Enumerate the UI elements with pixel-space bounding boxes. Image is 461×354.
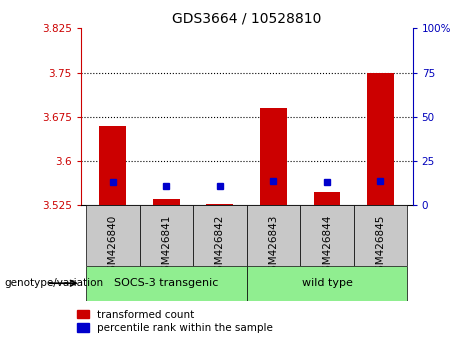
- Bar: [153, 199, 180, 205]
- Bar: [260, 108, 287, 205]
- Text: GSM426840: GSM426840: [108, 214, 118, 278]
- Bar: [86, 205, 140, 266]
- Text: GSM426844: GSM426844: [322, 214, 332, 278]
- Text: SOCS-3 transgenic: SOCS-3 transgenic: [114, 278, 219, 288]
- Bar: [86, 266, 247, 301]
- Title: GDS3664 / 10528810: GDS3664 / 10528810: [172, 12, 321, 26]
- Bar: [247, 205, 300, 266]
- Text: GSM426845: GSM426845: [375, 214, 385, 278]
- Bar: [367, 73, 394, 205]
- Bar: [140, 205, 193, 266]
- Text: genotype/variation: genotype/variation: [5, 278, 104, 288]
- Bar: [247, 266, 407, 301]
- Bar: [100, 126, 126, 205]
- Text: wild type: wild type: [301, 278, 352, 288]
- Text: GSM426843: GSM426843: [268, 214, 278, 278]
- Bar: [354, 205, 407, 266]
- Text: GSM426841: GSM426841: [161, 214, 171, 278]
- Text: GSM426842: GSM426842: [215, 214, 225, 278]
- Bar: [300, 205, 354, 266]
- Bar: [207, 204, 233, 205]
- Bar: [313, 192, 340, 205]
- Bar: [193, 205, 247, 266]
- Legend: transformed count, percentile rank within the sample: transformed count, percentile rank withi…: [77, 310, 273, 333]
